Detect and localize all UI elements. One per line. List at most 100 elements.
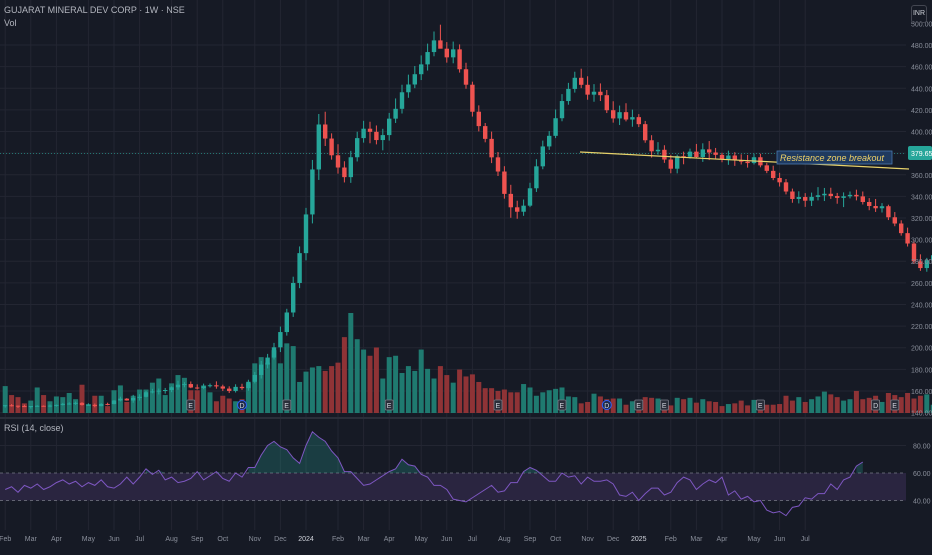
candle-body: [905, 233, 910, 244]
volume-bar: [821, 391, 827, 413]
price-tick-label: 140.00: [911, 411, 932, 418]
volume-bar: [796, 397, 802, 413]
price-axis[interactable]: 140.00 160.00 180.00 200.00 220.00 240.00 260.…: [911, 21, 932, 417]
candle: [163, 387, 168, 394]
candle: [92, 403, 97, 408]
time-tick-label: Jun: [108, 536, 119, 543]
candle-body: [399, 92, 405, 109]
volume-bar: [629, 401, 635, 413]
event-marker-label: E: [496, 403, 501, 410]
time-axis[interactable]: Feb Mar Apr May Jun Jul Aug Sep Oct Nov Dec 2024 Feb…: [0, 536, 810, 543]
candle: [572, 71, 577, 93]
price-tick-label: 360.00: [911, 173, 932, 180]
candle: [719, 152, 725, 163]
candle: [911, 240, 917, 265]
candle-body: [860, 196, 865, 202]
candle-body: [297, 253, 302, 283]
event-marker[interactable]: E: [634, 399, 644, 411]
candle-body: [233, 386, 238, 391]
candle: [380, 128, 385, 151]
event-marker[interactable]: E: [890, 399, 900, 411]
currency-button[interactable]: INR: [911, 5, 927, 23]
event-marker[interactable]: E: [282, 399, 292, 411]
price-tick-label: 400.00: [911, 130, 932, 137]
candle: [182, 382, 187, 388]
candle-body: [841, 196, 846, 198]
candle-body: [867, 202, 872, 206]
candle-body: [809, 196, 814, 201]
time-tick-label: Jul: [468, 536, 477, 543]
event-marker-label: E: [188, 403, 193, 410]
volume-bar: [469, 374, 475, 413]
candle-body: [508, 193, 513, 208]
volume-bar: [194, 390, 200, 413]
candle: [41, 405, 46, 407]
candle-body: [636, 117, 641, 125]
event-marker[interactable]: E: [384, 399, 394, 411]
candle-body: [803, 197, 808, 201]
candle-body: [783, 182, 789, 192]
candle-body: [342, 167, 347, 178]
symbol-title[interactable]: GUJARAT MINERAL DEV CORP · 1W · NSE: [4, 5, 185, 15]
candle-body: [259, 364, 264, 375]
candle: [9, 404, 14, 407]
volume-bar: [834, 397, 840, 413]
volume-bar: [418, 349, 424, 413]
volume-bar: [2, 386, 8, 413]
event-marker[interactable]: E: [557, 399, 567, 411]
event-marker[interactable]: E: [756, 399, 765, 411]
event-marker[interactable]: D: [871, 399, 880, 411]
annotation-box[interactable]: [776, 150, 893, 165]
candle-body: [284, 312, 289, 333]
candle: [783, 178, 789, 195]
candle: [214, 381, 219, 389]
candle-body: [655, 149, 661, 152]
rsi-label[interactable]: RSI (14, close): [4, 423, 64, 433]
candle-body: [444, 48, 449, 58]
event-marker-label: E: [892, 403, 897, 410]
volume-label[interactable]: Vol: [4, 18, 17, 28]
candle: [201, 383, 206, 390]
rsi-line: [5, 430, 864, 517]
candle-body: [527, 188, 533, 206]
candle-body: [732, 155, 737, 161]
price-tick-label: 260.00: [911, 281, 932, 288]
candle: [79, 402, 85, 406]
price-tick-label: 180.00: [911, 367, 932, 374]
candle: [393, 98, 398, 123]
candle-body: [118, 398, 123, 401]
volume-bar: [655, 398, 661, 413]
candle-body: [745, 161, 750, 164]
volume-bar: [725, 404, 731, 413]
event-marker[interactable]: E: [660, 399, 669, 411]
volume-bar: [815, 396, 821, 413]
time-tick-label: Apr: [51, 536, 63, 543]
candle-body: [182, 384, 187, 386]
volume-bar: [457, 369, 463, 413]
candle: [470, 81, 475, 117]
candle-body: [374, 131, 379, 141]
event-marker[interactable]: D: [237, 400, 247, 411]
candle-body: [9, 405, 14, 407]
trend-line[interactable]: [579, 151, 910, 170]
event-marker[interactable]: E: [493, 399, 503, 411]
event-marker-label: E: [758, 403, 763, 410]
candle-body: [111, 400, 117, 405]
event-marker[interactable]: E: [186, 399, 196, 411]
candle-body: [566, 88, 571, 102]
trend-line-group[interactable]: Resistance zone breakout: [579, 150, 910, 170]
candle-body: [924, 260, 929, 269]
candle: [451, 41, 456, 64]
volume-bar: [380, 378, 386, 413]
candle-body: [873, 206, 878, 209]
event-marker[interactable]: D: [601, 400, 612, 411]
rsi-axis[interactable]: 40.00 60.00 80.00: [913, 444, 931, 506]
candle: [348, 150, 353, 183]
volume-bar: [444, 375, 450, 413]
candle: [463, 62, 469, 89]
volume-bar: [73, 399, 79, 413]
candle: [809, 192, 814, 206]
